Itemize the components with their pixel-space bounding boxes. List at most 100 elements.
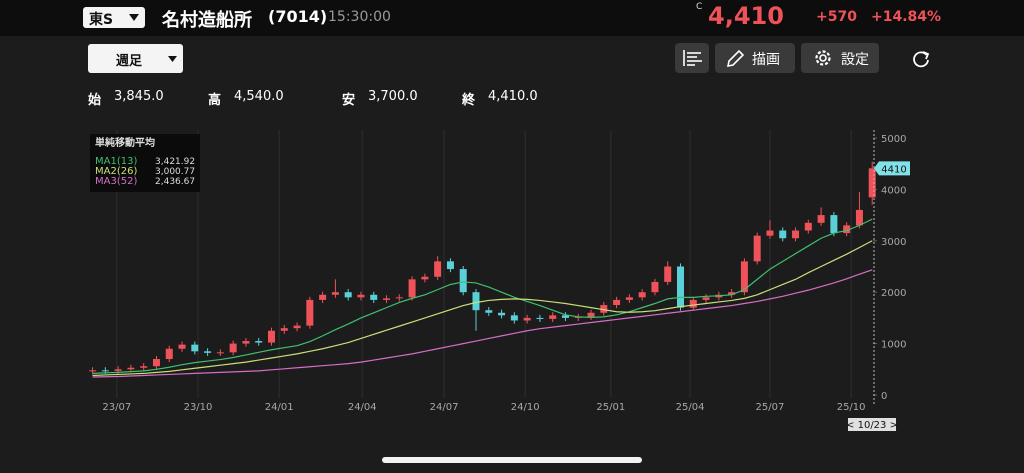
candle-body xyxy=(766,230,774,236)
last-price: 4,410 xyxy=(708,2,784,30)
y-tick-label: 1000 xyxy=(881,340,906,351)
candle-body xyxy=(753,235,761,262)
candle-body xyxy=(421,276,429,280)
y-tick-label: 5000 xyxy=(881,134,906,145)
ohlc-value: 4,410.0 xyxy=(488,89,538,104)
candle-body xyxy=(638,292,646,298)
ohlc-value: 3,700.0 xyxy=(368,89,418,104)
candle-body xyxy=(804,222,812,231)
candle-body xyxy=(255,341,263,343)
candle-body xyxy=(229,343,237,353)
candle-body xyxy=(370,294,378,300)
x-tick-label: 23/07 xyxy=(102,402,131,413)
x-tick-label: 25/04 xyxy=(676,402,705,413)
top-bar xyxy=(0,0,1024,36)
candle-body xyxy=(395,297,403,299)
candle-body xyxy=(127,367,135,370)
candle-body xyxy=(792,230,800,239)
draw-button[interactable]: 描画 xyxy=(715,43,795,73)
candle-body xyxy=(344,292,352,298)
y-tick-label: 0 xyxy=(881,391,887,402)
market-select[interactable]: 東S xyxy=(83,7,145,28)
candle-body xyxy=(728,292,736,295)
y-tick-label: 2000 xyxy=(881,288,906,299)
stock-code: (7014) xyxy=(268,7,328,26)
ma-line xyxy=(92,218,873,375)
candle-body xyxy=(613,299,621,306)
refresh-button[interactable] xyxy=(910,49,932,71)
x-tick-label: 25/07 xyxy=(756,402,785,413)
candle-body xyxy=(843,225,851,234)
period-select[interactable]: 週足 xyxy=(88,44,183,73)
candle-body xyxy=(600,305,608,313)
candle-body xyxy=(319,294,327,300)
price-tag-label: 4410 xyxy=(881,164,906,175)
close-flag: C xyxy=(696,2,703,12)
dropdown-icon xyxy=(168,56,177,62)
settings-text: 設定 xyxy=(841,52,869,68)
candle-body xyxy=(498,312,506,316)
candle-body xyxy=(817,215,825,223)
gear-icon xyxy=(815,50,831,66)
indicator-button[interactable] xyxy=(675,43,709,73)
candle-body xyxy=(89,370,97,372)
candle-body xyxy=(434,261,442,277)
candle-body xyxy=(485,310,493,313)
stock-name: 名村造船所 xyxy=(162,10,252,31)
candle-body xyxy=(242,341,250,344)
ohlc-label: 高 xyxy=(208,93,222,108)
candle-body xyxy=(779,230,787,239)
x-tick-label: 24/07 xyxy=(430,402,459,413)
candle-body xyxy=(855,209,863,226)
home-indicator xyxy=(382,457,642,463)
candle-body xyxy=(216,352,224,354)
dropdown-icon xyxy=(129,14,139,21)
candle-body xyxy=(152,359,160,367)
legend-value: 2,436.67 xyxy=(155,177,195,187)
candle-body xyxy=(446,261,454,270)
x-tick-label: 24/01 xyxy=(265,402,294,413)
settings-button[interactable]: 設定 xyxy=(801,43,879,73)
candle-body xyxy=(689,299,697,308)
pen-icon xyxy=(726,49,745,68)
candle-body xyxy=(536,317,544,319)
candle-body xyxy=(702,297,710,300)
candle-body xyxy=(140,366,148,368)
ma-line xyxy=(92,240,873,377)
indicator-icon xyxy=(683,50,702,66)
price-change-pct: +14.84% xyxy=(871,9,942,25)
candle-body xyxy=(114,369,122,371)
candle-body xyxy=(408,279,416,298)
x-tick-label: 25/10 xyxy=(837,402,866,413)
period-text: 週足 xyxy=(116,54,143,69)
legend-name: MA2(26) xyxy=(95,166,137,177)
cursor-label: < 10/23 > xyxy=(846,420,898,431)
ohlc-label: 終 xyxy=(462,93,476,108)
legend-value: 3,000.77 xyxy=(155,167,195,177)
candle-body xyxy=(459,269,467,293)
legend-name: MA1(13) xyxy=(95,156,137,167)
candle-body xyxy=(293,325,301,329)
ma-line xyxy=(92,269,873,378)
candle-body xyxy=(101,370,109,372)
candle-body xyxy=(676,266,684,308)
x-tick-label: 24/10 xyxy=(511,402,540,413)
candle-body xyxy=(651,281,659,293)
ohlc-value: 4,540.0 xyxy=(234,89,284,104)
candle-body xyxy=(204,351,212,353)
y-tick-label: 4000 xyxy=(881,185,906,196)
y-tick-label: 3000 xyxy=(881,237,906,248)
candle-body xyxy=(868,168,876,198)
candle-body xyxy=(549,315,557,319)
legend-value: 3,421.92 xyxy=(155,157,195,167)
ohlc-label: 安 xyxy=(342,93,356,108)
legend-box xyxy=(90,134,200,192)
candle-body xyxy=(625,297,633,300)
candle-body xyxy=(165,348,173,360)
x-tick-label: 23/10 xyxy=(184,402,213,413)
ohlc-value: 3,845.0 xyxy=(114,89,164,104)
candle-body xyxy=(472,292,480,311)
candle-body xyxy=(523,317,531,321)
ohlc-label: 始 xyxy=(88,93,102,108)
